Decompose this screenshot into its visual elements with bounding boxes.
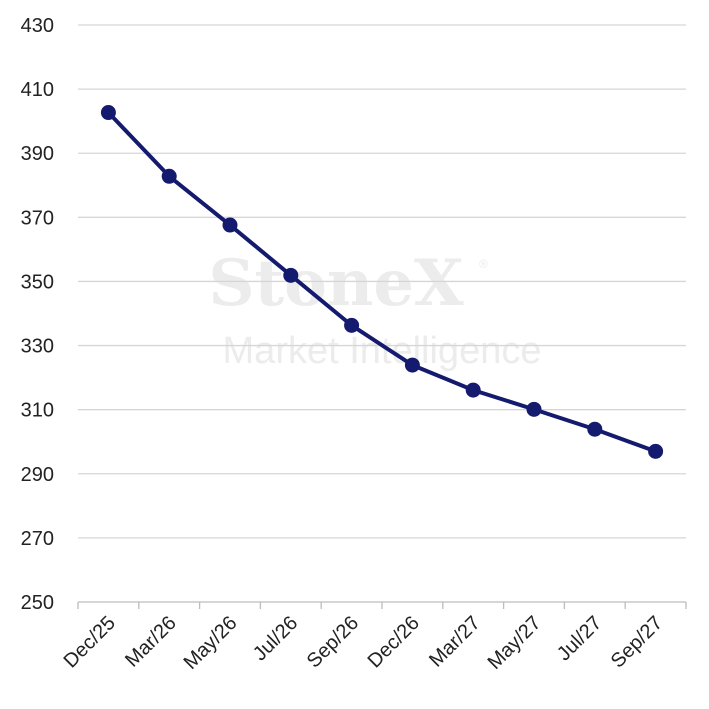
watermark-brand: StoneX — [208, 246, 464, 321]
y-tick-label: 310 — [21, 400, 54, 422]
y-tick-label: 350 — [21, 271, 54, 293]
watermark: StoneX ® Market Intelligence — [208, 246, 541, 372]
series-path — [106, 110, 658, 454]
series-line — [100, 105, 664, 459]
x-tick-label: Dec/26 — [364, 612, 424, 672]
watermark-registered-mark: ® — [479, 257, 488, 271]
y-tick-label: 290 — [21, 464, 54, 486]
y-tick-label: 330 — [21, 336, 54, 358]
y-tick-label: 250 — [21, 592, 54, 614]
y-tick-label: 410 — [21, 79, 54, 101]
x-tick-label: May/27 — [484, 612, 546, 674]
y-axis-tick-labels: 250 270 290 310 330 350 370 390 410 430 — [21, 15, 54, 614]
axes — [77, 601, 687, 609]
data-point — [526, 401, 542, 417]
y-tick-label: 390 — [21, 143, 54, 165]
x-tick-label: Jul/27 — [553, 612, 606, 665]
x-tick-label: Mar/26 — [121, 612, 181, 672]
data-point — [161, 168, 177, 184]
x-tick-label: Dec/25 — [60, 612, 120, 672]
data-point — [648, 443, 664, 459]
data-point — [344, 317, 360, 333]
x-tick-label: Sep/26 — [303, 612, 363, 672]
x-tick-label: May/26 — [180, 612, 242, 674]
watermark-subtitle: Market Intelligence — [223, 330, 542, 372]
y-tick-label: 370 — [21, 207, 54, 229]
x-tick-label: Jul/26 — [249, 612, 302, 665]
data-point — [465, 382, 481, 398]
data-point — [283, 267, 299, 283]
data-point — [404, 357, 420, 373]
x-tick-label: Mar/27 — [425, 612, 485, 672]
gridlines — [78, 24, 686, 539]
y-tick-label: 270 — [21, 528, 54, 550]
x-tick-label: Sep/27 — [607, 612, 667, 672]
y-tick-label: 430 — [21, 15, 54, 37]
data-point — [100, 105, 116, 121]
data-point — [587, 421, 603, 437]
data-point — [222, 217, 238, 233]
